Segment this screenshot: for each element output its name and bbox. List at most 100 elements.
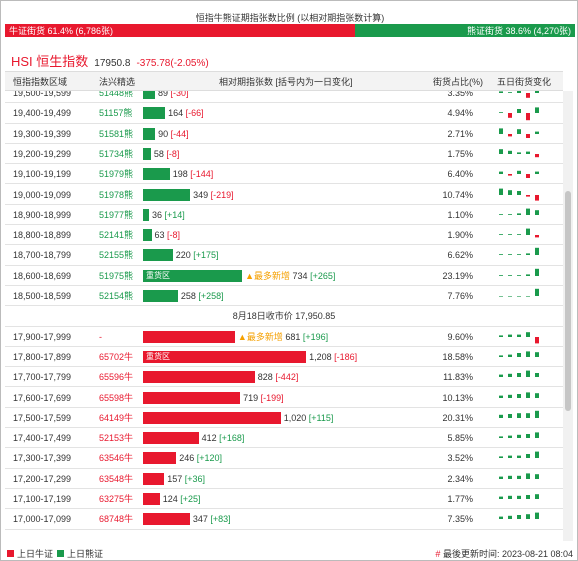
warrant-code-link[interactable]: 65702牛 — [99, 351, 134, 362]
contracts-text: 347 [+83] — [193, 509, 231, 529]
warrant-code-link[interactable]: 52155熊 — [99, 250, 134, 261]
contracts-value: 1,020 — [283, 412, 307, 423]
col-contracts[interactable]: 相对期指张数 [括号内为一日变化] — [219, 77, 353, 87]
sparkline-bar — [517, 274, 521, 276]
warrant-code-link[interactable]: 51581熊 — [99, 128, 134, 139]
warrant-code-link[interactable]: 51979熊 — [99, 169, 134, 180]
share-percent: 1.75% — [447, 148, 473, 159]
table-body: 19,500-19,599 51448熊 89 [-30] 3.35% 19,400-1… — [5, 91, 563, 541]
table-row[interactable]: 19,000-19,099 51978熊 349 [-219] 10.74% — [5, 185, 563, 205]
table-row[interactable]: 18,600-18,699 51975熊 重货区 ▲最多新增 734 [+265] 23… — [5, 266, 563, 286]
five-day-sparkline — [499, 149, 539, 158]
bull-ratio-label: 牛证街货 61.4% (6,786张) — [9, 26, 114, 36]
contracts-change: [+196] — [302, 331, 329, 342]
share-percent: 4.94% — [447, 108, 473, 119]
warrant-code-link[interactable]: 51975熊 — [99, 270, 134, 281]
col-code[interactable]: 法兴精选 — [99, 77, 136, 87]
table-row[interactable]: 18,500-18,599 52154熊 258 [+258] 7.76% — [5, 286, 563, 307]
table-row[interactable]: 17,300-17,399 63546牛 246 [+120] 3.52% — [5, 448, 563, 469]
contracts-value: 198 — [172, 169, 188, 180]
warrant-code-link[interactable]: 51734熊 — [99, 148, 134, 159]
table-row[interactable]: 17,500-17,599 64149牛 1,020 [+115] 20.31% — [5, 408, 563, 429]
contracts-change: [-219] — [210, 189, 234, 200]
sparkline-bar — [526, 151, 530, 154]
five-day-sparkline — [499, 268, 539, 276]
scrollbar[interactable] — [563, 91, 573, 541]
table-row[interactable]: 19,500-19,599 51448熊 89 [-30] 3.35% — [5, 91, 563, 104]
table-row[interactable]: 19,100-19,199 51979熊 198 [-144] 6.40% — [5, 164, 563, 185]
sparkline-bar — [499, 496, 503, 499]
table-row[interactable]: 19,400-19,499 51157熊 164 [-66] 4.94% — [5, 103, 563, 124]
contracts-change: [+25] — [180, 494, 201, 504]
col-range[interactable]: 恒指指数区域 — [13, 77, 68, 87]
contracts-text: 1,020 [+115] — [284, 408, 334, 428]
close-price-label: 8月18日收市价 17,950.85 — [232, 311, 336, 322]
contracts-text: 246 [+120] — [179, 448, 222, 468]
warrant-code-link[interactable]: 52141熊 — [99, 230, 134, 241]
warrant-code-link[interactable]: 63546牛 — [99, 453, 134, 464]
range-label: 17,400-17,499 — [13, 433, 72, 444]
sparkline-bar — [517, 393, 521, 398]
warrant-code-link[interactable]: 51157熊 — [99, 108, 133, 119]
table-row[interactable]: 18,900-18,999 51977熊 36 [+14] 1.10% — [5, 205, 563, 226]
sparkline-bar — [526, 113, 530, 121]
five-day-sparkline — [499, 331, 539, 343]
table-row[interactable]: 17,200-17,299 63548牛 157 [+36] 2.34% — [5, 469, 563, 489]
warrant-code-link[interactable]: 52153牛 — [99, 433, 134, 444]
warrant-code-link[interactable]: 51978熊 — [99, 189, 134, 200]
contracts-change: [+265] — [310, 270, 336, 281]
col-five-day[interactable]: 五日街货变化 — [497, 77, 552, 87]
share-percent: 7.76% — [447, 291, 473, 301]
contracts-bar — [143, 147, 151, 160]
table-row[interactable]: 17,000-17,099 68748牛 347 [+83] 7.35% — [5, 509, 563, 530]
table-row[interactable]: 17,400-17,499 52153牛 412 [+168] 5.85% — [5, 428, 563, 449]
scroll-thumb[interactable] — [565, 191, 571, 411]
warrant-code-link[interactable]: 68748牛 — [99, 514, 134, 525]
range-label: 17,800-17,899 — [13, 351, 72, 362]
warrant-code-link[interactable]: 65596牛 — [99, 372, 134, 383]
range-label: 17,500-17,599 — [13, 412, 72, 423]
table-row[interactable]: 17,100-17,199 63275牛 124 [+25] 1.77% — [5, 489, 563, 510]
contracts-change: [+258] — [198, 291, 224, 301]
sparkline-bar — [517, 334, 521, 337]
five-day-sparkline — [499, 288, 539, 297]
table-row[interactable]: 18,700-18,799 52155熊 220 [+175] 6.62% — [5, 245, 563, 266]
warrant-code-link[interactable]: 51977熊 — [99, 209, 134, 220]
share-percent: 3.52% — [447, 453, 473, 464]
hsi-name: HSI 恒生指数 — [11, 54, 89, 69]
contracts-bar — [143, 411, 281, 424]
warrant-code-link[interactable]: 64149牛 — [99, 412, 134, 423]
sparkline-bar — [499, 334, 503, 337]
contracts-change: [+168] — [219, 433, 245, 444]
sparkline-bar — [526, 194, 530, 197]
sparkline-bar — [499, 436, 503, 439]
five-day-sparkline — [499, 170, 539, 179]
warrant-code-link[interactable]: 63548牛 — [99, 473, 134, 484]
warrant-code-link[interactable]: 63275牛 — [99, 494, 134, 504]
table-row[interactable]: 17,900-17,999 - ▲最多新增 681 [+196] 9.60% — [5, 327, 563, 347]
sparkline-bar — [526, 412, 530, 418]
sparkline-bar — [535, 209, 539, 215]
table-row[interactable]: 19,200-19,299 51734熊 58 [-8] 1.75% — [5, 144, 563, 165]
warrant-code-link[interactable]: 52154熊 — [99, 291, 134, 301]
contracts-change: [-8] — [167, 230, 181, 241]
table-row[interactable]: 19,300-19,399 51581熊 90 [-44] 2.71% — [5, 124, 563, 144]
table-row[interactable]: 17,600-17,699 65598牛 719 [-199] 10.13% — [5, 388, 563, 408]
warrant-code-link[interactable]: 65598牛 — [99, 392, 134, 403]
sparkline-bar — [517, 213, 521, 215]
sparkline-bar — [526, 514, 530, 520]
contracts-value: 719 — [243, 392, 259, 403]
contracts-text: 90 [-44] — [158, 124, 189, 144]
sparkline-bar — [517, 412, 521, 418]
col-share[interactable]: 街货占比(%) — [433, 77, 483, 87]
warrant-code-link[interactable]: 51448熊 — [99, 91, 134, 98]
table-row[interactable]: 18,800-18,899 52141熊 63 [-8] 1.90% — [5, 225, 563, 246]
contracts-value: 1,208 — [309, 351, 332, 362]
contracts-value: 681 — [285, 331, 301, 342]
share-percent: 1.77% — [447, 494, 473, 504]
table-row[interactable]: 17,800-17,899 65702牛 重货区 1,208 [-186] 18.58% — [5, 347, 563, 368]
bull-swatch — [7, 550, 14, 557]
five-day-sparkline — [499, 107, 539, 121]
table-row[interactable]: 17,700-17,799 65596牛 828 [-442] 11.83% — [5, 367, 563, 388]
